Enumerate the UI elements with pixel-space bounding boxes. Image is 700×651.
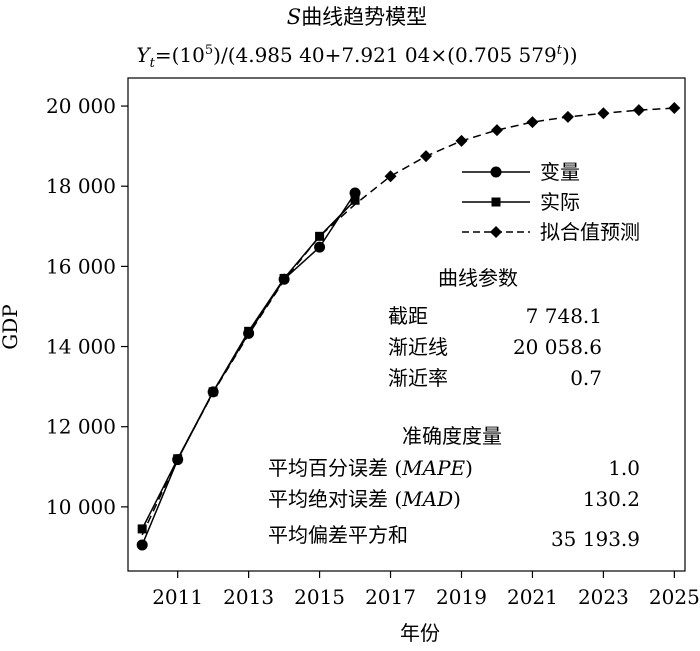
chart-formula: Yt=(105)/(4.985 40+7.921 04×(0.705 579t)… (136, 43, 577, 71)
formula-lhs-sub: t (150, 56, 156, 71)
series-line (141, 107, 675, 536)
data-point-diamond (420, 150, 433, 163)
legend: 变量 实际 拟合值预测 (462, 160, 640, 244)
data-point-circle (278, 273, 290, 285)
legend-label-fitted: 拟合值预测 (540, 220, 640, 244)
data-point-diamond (632, 104, 645, 117)
x-tick-label: 2011 (152, 585, 203, 609)
y-tick-label: 16 000 (46, 254, 116, 278)
accuracy-measures: 准确度度量 平均百分误差 (MAPE) 1.0 平均绝对误差 (MAD) 130… (268, 424, 640, 551)
series-layer (136, 102, 681, 551)
param-label-rate: 渐近率 (388, 366, 448, 390)
y-tick-label: 18 000 (46, 174, 116, 198)
param-label-asymptote: 渐近线 (388, 335, 448, 359)
legend-marker-circle (490, 166, 502, 178)
formula-part-2: )/(4.985 40+7.921 04×(0.705 579 (213, 43, 557, 67)
data-point-circle (207, 386, 219, 398)
legend-marker-square (491, 197, 501, 207)
accuracy-title: 准确度度量 (402, 424, 502, 448)
legend-item-fitted: 拟合值预测 (462, 220, 640, 244)
params-title: 曲线参数 (438, 266, 518, 290)
data-point-square (350, 195, 360, 205)
data-point-circle (136, 539, 148, 551)
data-point-circle (243, 327, 255, 339)
data-point-diamond (597, 107, 610, 120)
data-point-diamond (490, 124, 503, 137)
y-tick-label: 10 000 (46, 495, 116, 519)
x-tick-label: 2017 (365, 585, 416, 609)
accuracy-label-mape: 平均百分误差 (MAPE) (268, 456, 473, 480)
accuracy-label-msd: 平均偏差平方和 (268, 523, 408, 547)
param-value-asymptote: 20 058.6 (513, 335, 602, 359)
formula-part-1-sup: 5 (205, 43, 213, 58)
data-point-square (315, 231, 325, 241)
x-tick-label: 2023 (578, 585, 629, 609)
param-value-intercept: 7 748.1 (526, 304, 602, 328)
chart-title-prefix: S (287, 5, 301, 29)
y-tick-label: 14 000 (46, 335, 116, 359)
plot-frame (127, 77, 686, 572)
series-square (137, 195, 360, 534)
chart-title: S曲线趋势模型 (287, 5, 427, 29)
legend-item-variable: 变量 (462, 160, 580, 184)
data-point-diamond (668, 102, 681, 115)
data-point-circle (349, 187, 361, 199)
x-tick-label: 2025 (649, 585, 700, 609)
accuracy-label-mad: 平均绝对误差 (MAD) (268, 487, 461, 511)
legend-marker-diamond (490, 226, 502, 238)
data-point-diamond (526, 116, 539, 129)
x-tick-label: 2013 (223, 585, 274, 609)
x-axis: 2011 2013 2015 2017 2019 2021 2023 2025 (152, 571, 700, 609)
accuracy-value-mape: 1.0 (608, 456, 640, 480)
y-tick-label: 20 000 (46, 94, 116, 118)
formula-lhs: Y (136, 43, 151, 67)
accuracy-value-msd: 35 193.9 (551, 527, 640, 551)
data-point-diamond (455, 134, 468, 147)
y-axis: 10 000 12 000 14 000 16 000 18 000 20 000 (46, 94, 128, 519)
series-diamond (141, 102, 681, 536)
formula-part-3: )) (562, 43, 578, 67)
data-point-diamond (561, 110, 574, 123)
param-value-rate: 0.7 (570, 366, 602, 390)
curve-params: 曲线参数 截距 7 748.1 渐近线 20 058.6 渐近率 0.7 (388, 266, 602, 390)
data-point-square (137, 524, 147, 534)
accuracy-value-mad: 130.2 (583, 487, 640, 511)
y-axis-label: GDP (0, 304, 22, 349)
formula-part-1: =(10 (155, 43, 205, 67)
formula-part-2-sup: t (557, 43, 563, 58)
x-tick-label: 2019 (436, 585, 487, 609)
x-tick-label: 2015 (294, 585, 345, 609)
legend-label-actual: 实际 (540, 190, 580, 214)
y-tick-label: 12 000 (46, 415, 116, 439)
data-point-circle (172, 454, 184, 466)
param-label-intercept: 截距 (388, 304, 428, 328)
chart-title-text: 曲线趋势模型 (301, 5, 427, 29)
x-axis-label: 年份 (400, 621, 440, 645)
series-circle (136, 187, 361, 551)
data-point-diamond (384, 170, 397, 183)
legend-label-variable: 变量 (540, 160, 580, 184)
x-tick-label: 2021 (507, 585, 558, 609)
legend-item-actual: 实际 (462, 190, 580, 214)
data-point-circle (314, 241, 326, 253)
